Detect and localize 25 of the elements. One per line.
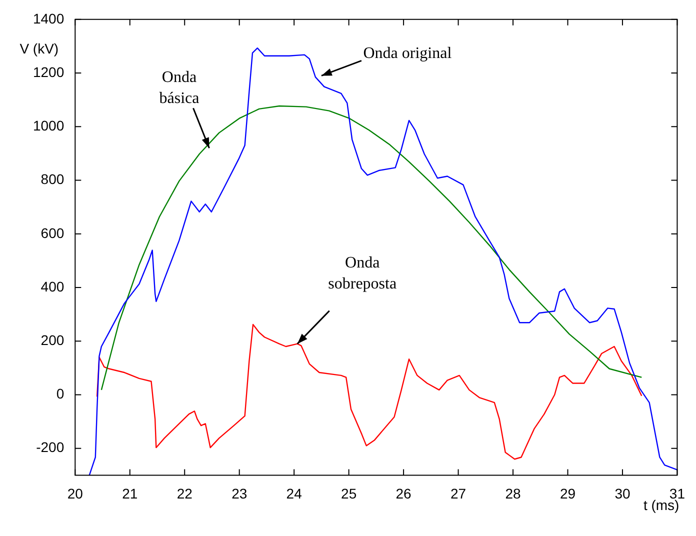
x-tick-label: 29 [560,485,576,502]
x-tick-label: 23 [232,485,248,502]
y-tick-label: 1400 [32,10,64,26]
y-tick-label: 400 [40,278,64,294]
y-tick-label: -200 [36,439,64,456]
x-tick-label: 28 [505,485,522,502]
y-tick-label: 600 [40,224,64,241]
x-tick-label: 30 [614,485,630,502]
annotation: Onda básica [159,68,200,107]
x-tick-label: 24 [286,485,302,502]
x-tick-label: 20 [67,485,84,502]
annotation: Onda original [363,44,452,62]
x-tick-label: 25 [341,485,357,502]
y-tick-label: 200 [40,332,64,348]
y-tick-label: 1200 [32,64,64,80]
x-tick-label: 22 [176,485,193,502]
x-tick-label: 26 [396,485,412,502]
y-axis-title: V (kV) [20,40,59,56]
y-tick-label: 0 [56,386,64,402]
x-tick-label: 21 [122,485,138,502]
annotation: Onda sobreposta [328,254,397,293]
y-tick-label: 1000 [32,118,64,134]
x-tick-label: 31 [669,485,686,502]
y-tick-label: 800 [40,171,64,188]
x-tick-label: 27 [450,485,466,502]
